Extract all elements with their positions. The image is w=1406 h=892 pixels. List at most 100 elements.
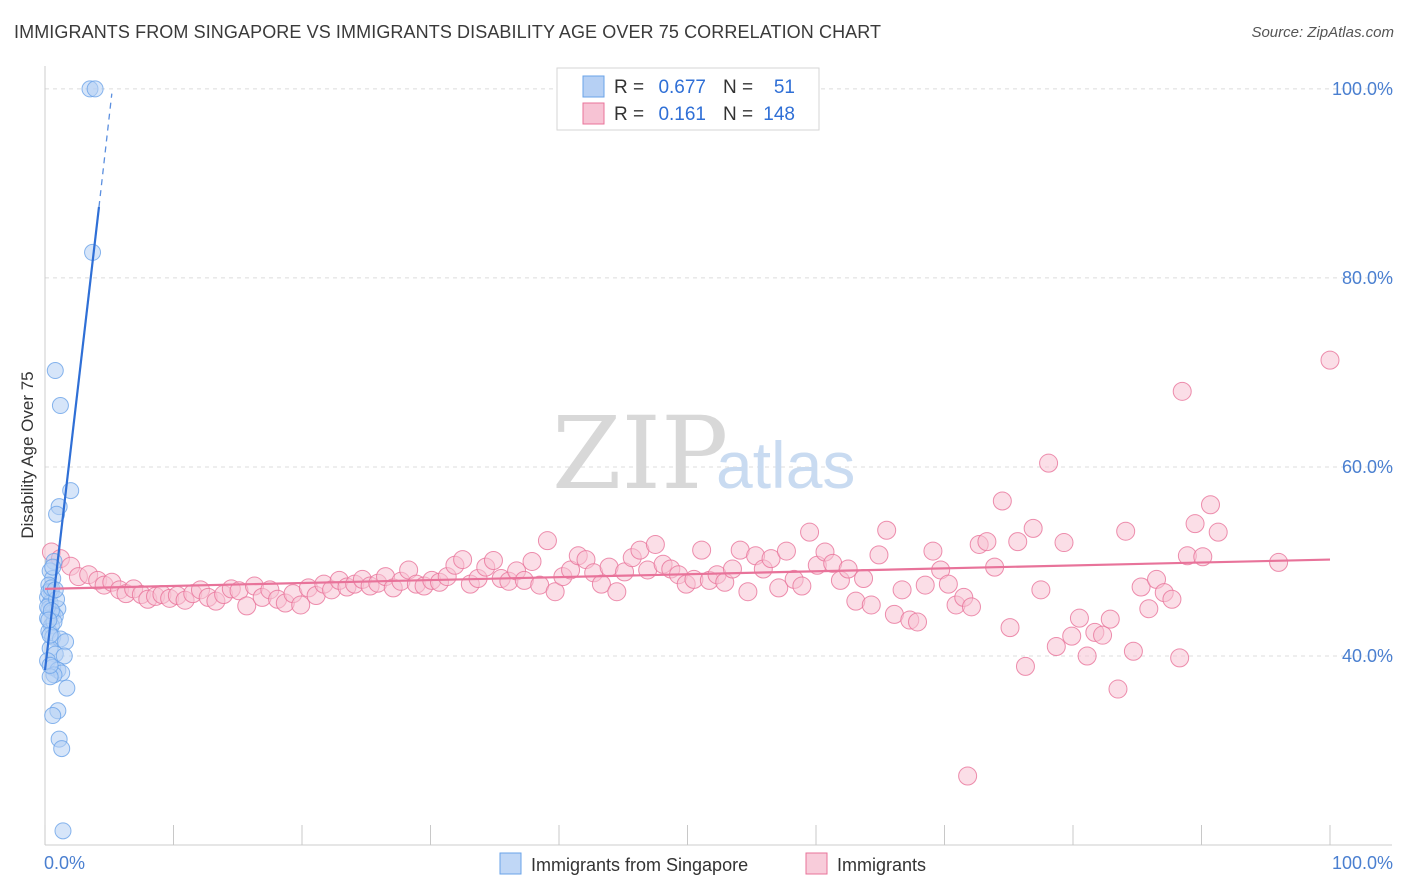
x-tick-label: 100.0%	[1332, 853, 1393, 873]
data-point	[53, 740, 71, 758]
data-point	[915, 575, 935, 595]
data-point	[1046, 637, 1066, 657]
data-point	[923, 541, 943, 561]
x-tick-labels: 0.0% 100.0%	[44, 853, 1393, 873]
y-tick-label: 100.0%	[1332, 79, 1393, 99]
x-tick-label: 0.0%	[44, 853, 85, 873]
data-point	[1162, 589, 1182, 609]
data-point	[545, 582, 565, 602]
source-credit: Source: ZipAtlas.com	[1251, 24, 1394, 41]
data-point	[1208, 522, 1228, 542]
watermark: ZIP atlas	[552, 395, 855, 512]
watermark-zip: ZIP	[552, 395, 728, 512]
data-point	[1054, 533, 1074, 553]
data-point	[854, 568, 874, 588]
data-point	[1100, 609, 1120, 629]
legend-n-value: 51	[774, 77, 795, 98]
legend-swatch	[582, 102, 605, 125]
data-point	[1015, 656, 1035, 676]
immigrants-trend-line	[44, 558, 1331, 590]
trend-lines	[43, 93, 1331, 671]
legend-swatch	[499, 852, 522, 875]
data-point	[992, 491, 1012, 511]
legend-n-label: N =	[723, 104, 753, 125]
data-point	[1008, 532, 1028, 552]
data-point	[453, 550, 473, 570]
data-point	[722, 559, 742, 579]
singapore-trend-extension	[98, 93, 113, 208]
legend-r-value: 0.161	[658, 104, 706, 125]
data-point	[1069, 608, 1089, 628]
data-point	[761, 549, 781, 569]
data-point	[1139, 599, 1159, 619]
data-point	[838, 559, 858, 579]
data-point	[1116, 521, 1136, 541]
data-point	[792, 576, 812, 596]
data-point	[776, 541, 796, 561]
data-point	[1320, 350, 1340, 370]
legend-n-label: N =	[723, 77, 753, 98]
data-point	[1062, 626, 1082, 646]
data-point	[692, 540, 712, 560]
data-point	[977, 532, 997, 552]
data-point	[48, 505, 66, 523]
legend-n-value: 148	[763, 104, 795, 125]
data-point	[607, 582, 627, 602]
data-point	[1023, 518, 1043, 538]
data-point	[1269, 552, 1289, 572]
data-point	[1093, 625, 1113, 645]
data-point	[237, 596, 257, 616]
data-point	[1170, 648, 1190, 668]
data-point	[51, 397, 69, 415]
y-tick-label: 40.0%	[1342, 646, 1393, 666]
axes	[44, 66, 1392, 846]
legend-swatch	[582, 75, 605, 98]
data-point	[908, 612, 928, 632]
y-tick-label: 80.0%	[1342, 268, 1393, 288]
data-point	[55, 647, 73, 665]
chart-title: IMMIGRANTS FROM SINGAPORE VS IMMIGRANTS …	[14, 22, 882, 42]
legend-label: Immigrants	[837, 855, 926, 875]
data-point	[44, 707, 62, 725]
data-point	[738, 582, 758, 602]
legend-r-label: R =	[614, 77, 644, 98]
singapore-trend-line	[43, 206, 101, 671]
data-point	[1193, 547, 1213, 567]
legend-bottom: Immigrants from Singapore Immigrants	[499, 852, 926, 875]
legend-top: R = 0.677 N = 51 R = 0.161 N = 148	[556, 67, 820, 131]
data-point	[938, 574, 958, 594]
y-axis-title: Disability Age Over 75	[18, 371, 37, 538]
data-point	[1039, 453, 1059, 473]
data-point	[40, 611, 58, 629]
data-point	[522, 551, 542, 571]
data-point	[1108, 679, 1128, 699]
data-point	[54, 822, 72, 840]
data-point	[769, 578, 789, 598]
data-point	[861, 595, 881, 615]
legend-r-label: R =	[614, 104, 644, 125]
data-point	[961, 597, 981, 617]
data-point	[1123, 641, 1143, 661]
data-point	[1200, 495, 1220, 515]
grid-lines	[45, 88, 1392, 657]
data-point	[869, 545, 889, 565]
data-point	[800, 522, 820, 542]
data-point	[58, 679, 76, 697]
y-tick-labels: 40.0% 60.0% 80.0% 100.0%	[1332, 79, 1393, 666]
data-point	[958, 766, 978, 786]
data-point	[1000, 618, 1020, 638]
immigrants-points	[41, 350, 1340, 786]
data-point	[1077, 646, 1097, 666]
data-point	[877, 520, 897, 540]
data-point	[645, 534, 665, 554]
data-point	[1131, 577, 1151, 597]
singapore-points	[39, 80, 104, 840]
data-point	[291, 595, 311, 615]
watermark-atlas: atlas	[716, 428, 855, 502]
data-point	[1031, 580, 1051, 600]
data-point	[86, 80, 104, 98]
legend-r-value: 0.677	[658, 77, 706, 98]
data-point	[1185, 514, 1205, 534]
data-point	[1172, 381, 1192, 401]
